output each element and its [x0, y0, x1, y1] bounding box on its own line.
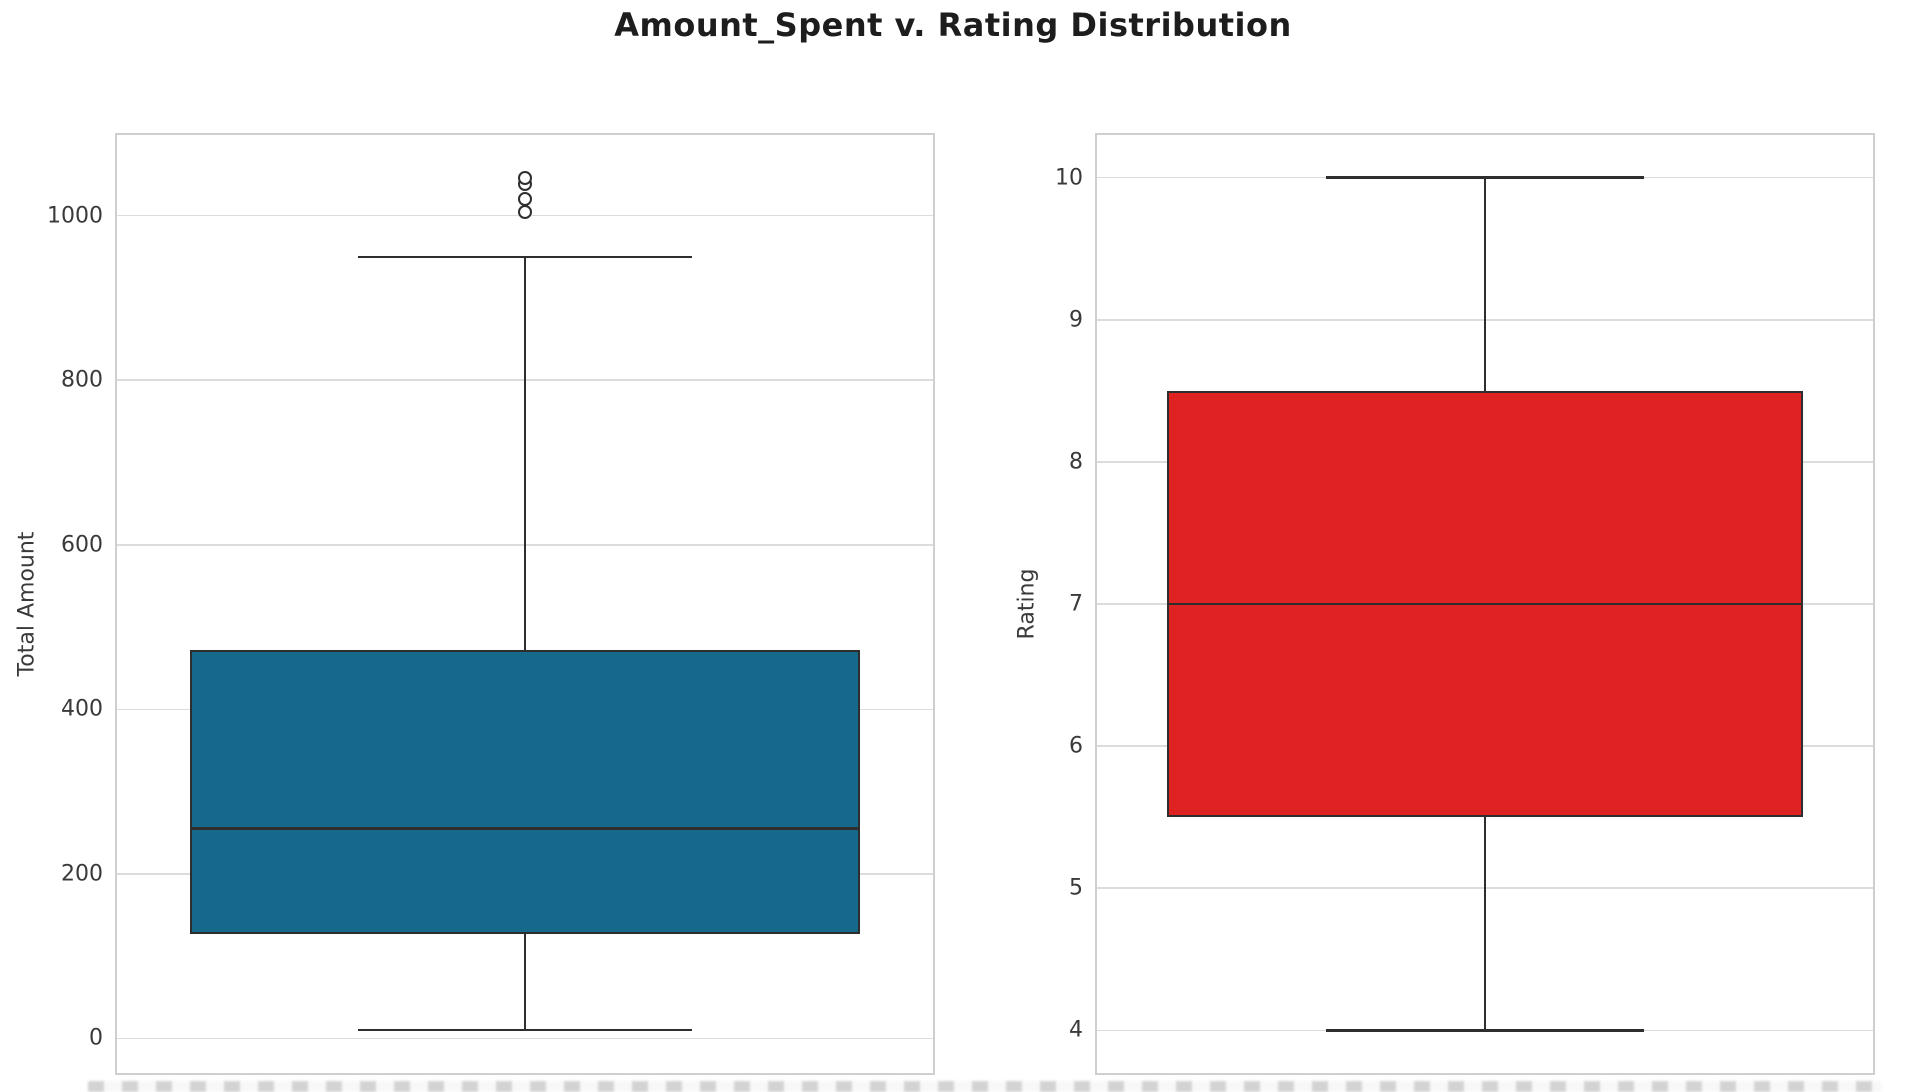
boxplot-rating: 4 5 6 7 8 9 10	[1055, 133, 1875, 1075]
upper-whisker-cap	[357, 255, 693, 259]
outlier-point	[518, 192, 532, 207]
y-tick-label: 5	[1069, 875, 1083, 901]
y-axis-label-rating: Rating	[1014, 568, 1040, 640]
y-tick-label: 800	[61, 367, 103, 393]
chart-title: Amount_Spent v. Rating Distribution	[614, 6, 1292, 44]
y-tick-label: 400	[61, 696, 103, 722]
outlier-point	[518, 170, 532, 185]
y-tick-label: 6	[1069, 733, 1083, 759]
y-tick-label: 1000	[47, 203, 103, 229]
y-tick-label: 600	[61, 532, 103, 558]
iqr-box	[190, 650, 860, 934]
y-tick-label: 8	[1069, 449, 1083, 475]
boxplot-total-amount: 0 200 400 600 800 1000	[47, 133, 935, 1075]
y-tick-label: 0	[89, 1025, 103, 1051]
lower-whisker-cap	[1325, 1029, 1645, 1032]
upper-whisker-line	[524, 256, 526, 651]
y-tick-label: 9	[1069, 307, 1083, 333]
gridline	[117, 1037, 933, 1040]
lower-whisker-line	[524, 933, 526, 1031]
outlier-point	[518, 204, 532, 219]
lower-whisker-line	[1484, 817, 1486, 1031]
y-tick-label: 4	[1069, 1017, 1083, 1043]
median-line	[1166, 602, 1804, 606]
y-axis-label-total-amount: Total Amount	[14, 531, 40, 677]
cropped-x-tick-labels	[88, 1081, 1882, 1092]
upper-whisker-cap	[1325, 176, 1645, 179]
median-line	[190, 827, 860, 830]
y-tick-label: 7	[1069, 591, 1083, 617]
y-tick-label: 10	[1055, 165, 1083, 191]
upper-whisker-line	[1484, 177, 1486, 391]
y-tick-label: 200	[61, 861, 103, 887]
lower-whisker-cap	[357, 1028, 693, 1032]
